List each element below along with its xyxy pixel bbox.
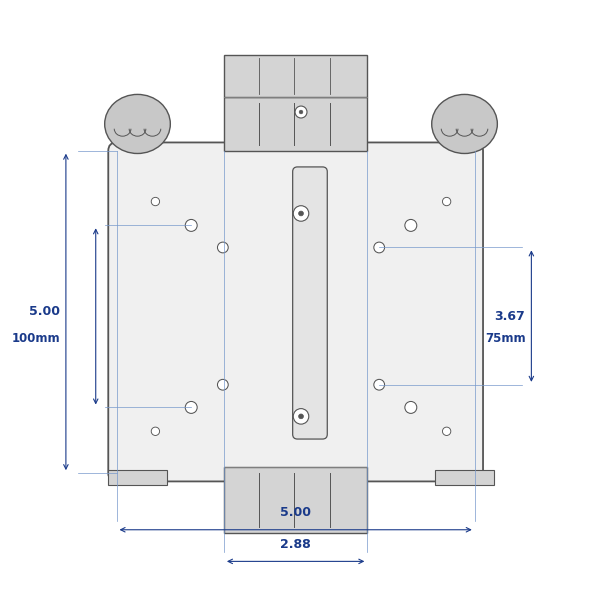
FancyBboxPatch shape [108, 142, 483, 481]
Text: 2.88: 2.88 [280, 538, 311, 551]
Circle shape [405, 220, 417, 232]
FancyBboxPatch shape [293, 167, 327, 439]
Text: 3.67: 3.67 [494, 310, 526, 323]
Bar [434, 470, 494, 485]
Bar [224, 97, 367, 151]
Circle shape [217, 242, 228, 253]
Circle shape [151, 427, 160, 436]
Text: 5.00: 5.00 [29, 305, 60, 319]
Bar [224, 55, 367, 97]
Text: 75mm: 75mm [485, 332, 526, 345]
Circle shape [442, 427, 451, 436]
Circle shape [299, 414, 304, 419]
Circle shape [293, 409, 309, 424]
Circle shape [374, 379, 385, 390]
Circle shape [185, 220, 197, 232]
Circle shape [374, 242, 385, 253]
Circle shape [299, 110, 303, 114]
Circle shape [185, 401, 197, 413]
Ellipse shape [104, 94, 170, 154]
Ellipse shape [432, 94, 497, 154]
Bar [224, 467, 367, 533]
Circle shape [442, 197, 451, 206]
Circle shape [217, 379, 228, 390]
Circle shape [151, 197, 160, 206]
Text: 5.00: 5.00 [280, 506, 311, 519]
Text: 100mm: 100mm [11, 332, 60, 345]
Circle shape [299, 211, 304, 216]
Circle shape [405, 401, 417, 413]
Circle shape [293, 206, 309, 221]
Bar [107, 470, 167, 485]
Circle shape [295, 106, 307, 118]
